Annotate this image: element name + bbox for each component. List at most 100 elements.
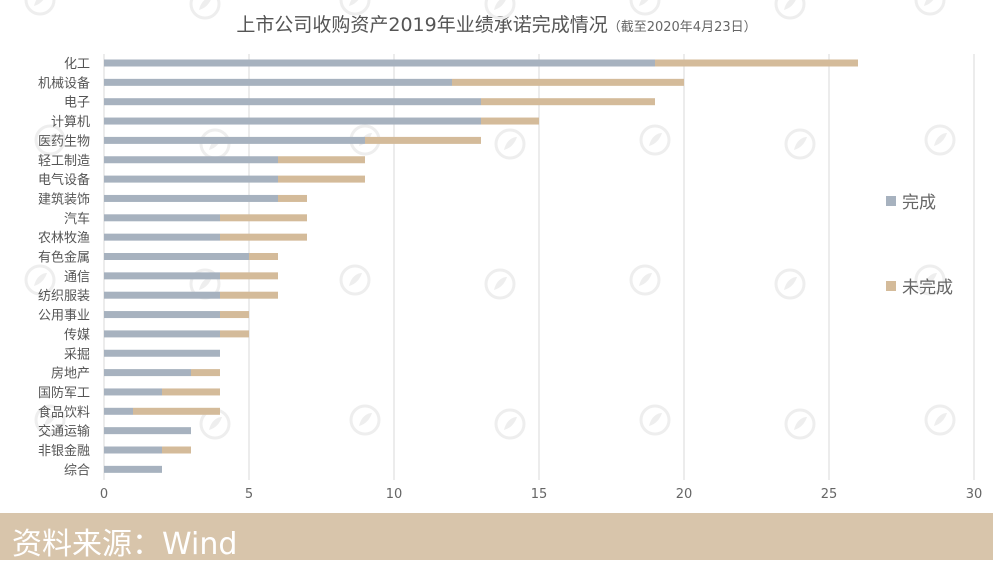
bar-incomplete — [481, 117, 539, 125]
bar-completed — [104, 136, 365, 144]
y-tick-label: 通信 — [64, 270, 90, 285]
x-tick-label-30: 30 — [966, 487, 983, 502]
x-tick-label-10: 10 — [386, 487, 403, 502]
bar-incomplete — [220, 311, 249, 319]
y-tick-label: 汽车 — [64, 211, 90, 227]
bar-completed — [104, 253, 249, 260]
bar-incomplete — [162, 446, 191, 454]
y-tick-label: 农林牧渔 — [38, 231, 90, 246]
bar-completed — [104, 465, 162, 473]
watermark-logo-icon — [783, 407, 817, 441]
bar-completed — [104, 233, 220, 241]
y-tick-label: 电气设备 — [38, 172, 90, 188]
bar-incomplete — [220, 291, 278, 299]
bar-incomplete — [220, 214, 307, 222]
legend-item-incomplete: 未完成 — [886, 273, 953, 298]
chart-title-sub: （截至2020年4月23日） — [607, 20, 757, 35]
y-tick-label: 采掘 — [64, 347, 90, 362]
bar-completed — [104, 194, 278, 202]
x-tick-label-15: 15 — [531, 487, 548, 502]
x-tick-label-25: 25 — [821, 487, 838, 502]
y-tick-label: 有色金属 — [38, 250, 90, 266]
bar-incomplete — [278, 156, 365, 164]
legend-label-completed: 完成 — [902, 193, 936, 213]
bar-incomplete — [162, 388, 220, 396]
bar-incomplete — [220, 330, 249, 338]
watermark-logo-icon — [923, 123, 957, 157]
y-tick-label: 纺织服装 — [38, 289, 90, 304]
watermark-logo-icon — [33, 123, 67, 157]
watermark-logo-icon — [913, 263, 947, 297]
source-text: 资料来源：Wind — [12, 527, 238, 562]
watermark-logo-icon — [913, 0, 947, 17]
bar-completed — [104, 369, 191, 377]
bar-incomplete — [220, 272, 278, 280]
bar-completed — [104, 98, 481, 106]
bar-completed — [104, 156, 278, 164]
bar-incomplete — [278, 175, 365, 183]
y-tick-label: 计算机 — [51, 115, 90, 130]
bar-completed — [104, 78, 452, 86]
watermark-logo-icon — [638, 123, 672, 157]
y-tick-label: 非银金融 — [38, 443, 90, 459]
x-tick-label-0: 0 — [100, 487, 108, 502]
bar-completed — [104, 214, 220, 222]
y-tick-label: 机械设备 — [38, 75, 90, 91]
bar-completed — [104, 330, 220, 338]
watermark-logo-icon — [628, 0, 662, 17]
watermark-logo-icon — [33, 403, 67, 437]
y-tick-label: 房地产 — [51, 366, 90, 382]
bar-completed — [104, 311, 220, 319]
y-tick-label: 医药生物 — [38, 134, 90, 149]
watermark-logo-icon — [493, 127, 527, 161]
watermark-logo-icon — [483, 267, 517, 301]
watermark-logo-icon — [493, 407, 527, 441]
bar-incomplete — [452, 78, 684, 86]
chart-title: 上市公司收购资产2019年业绩承诺完成情况（截至2020年4月23日） — [0, 10, 993, 37]
watermark-logo-icon — [23, 0, 57, 17]
bar-incomplete — [365, 136, 481, 144]
bar-completed — [104, 175, 278, 183]
bar-completed — [104, 446, 162, 454]
y-tick-label: 建筑装饰 — [38, 191, 90, 207]
x-tick-label-20: 20 — [676, 487, 693, 502]
bar-completed — [104, 349, 220, 357]
watermark-logo-icon — [23, 263, 57, 297]
y-tick-label: 国防军工 — [38, 385, 90, 401]
bar-incomplete — [191, 369, 220, 377]
legend-swatch-incomplete — [886, 280, 896, 291]
y-tick-label: 公用事业 — [38, 309, 90, 324]
legend-item-completed: 完成 — [886, 188, 936, 213]
y-tick-label: 轻工制造 — [38, 154, 90, 169]
bar-completed — [104, 291, 220, 299]
bar-completed — [104, 272, 220, 280]
bar-incomplete — [220, 233, 307, 241]
legend-label-incomplete: 未完成 — [902, 278, 953, 298]
watermark-logo-icon — [338, 263, 372, 297]
bar-incomplete — [133, 407, 220, 415]
bar-incomplete — [481, 98, 655, 106]
watermark-logo-icon — [773, 0, 807, 21]
y-tick-label: 电子 — [64, 96, 90, 111]
bar-incomplete — [249, 253, 278, 260]
x-tick-label-5: 5 — [245, 487, 253, 502]
y-tick-label: 食品饮料 — [38, 404, 90, 420]
bar-completed — [104, 388, 162, 396]
y-tick-label: 交通运输 — [38, 424, 90, 440]
watermark-logo-icon — [188, 0, 222, 21]
watermark-logo-icon — [773, 267, 807, 301]
watermark-logo-icon — [628, 263, 662, 297]
y-tick-label: 综合 — [64, 463, 90, 478]
source-bar: 资料来源：Wind — [0, 513, 993, 562]
y-tick-label: 传媒 — [64, 328, 90, 343]
bar-completed — [104, 117, 481, 125]
watermark-logo-icon — [348, 403, 382, 437]
chart-title-main: 上市公司收购资产2019年业绩承诺完成情况 — [236, 14, 608, 36]
bar-chart: 0 5 10 15 20 25 30 化工机械设备电子计算机医药生物轻工制造电气设备建筑装饰汽… — [38, 54, 983, 502]
bar-completed — [104, 407, 133, 415]
bar-completed — [104, 427, 191, 435]
bar-incomplete — [655, 59, 858, 67]
watermark-logo-icon — [783, 127, 817, 161]
legend-swatch-completed — [886, 195, 896, 206]
y-tick-label: 化工 — [64, 57, 90, 72]
